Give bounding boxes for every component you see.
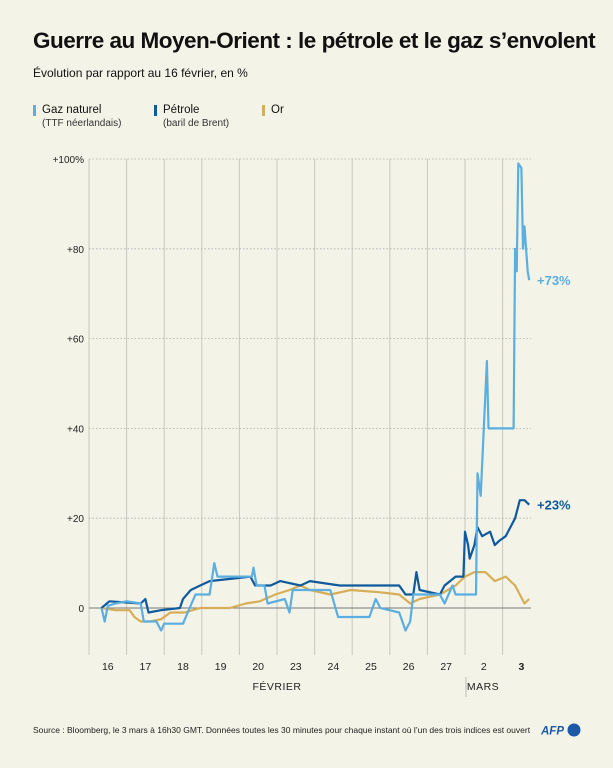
legend-detail: (TTF néerlandais) [42, 118, 122, 129]
x-tick-label: 23 [290, 661, 302, 673]
x-tick-label: 25 [365, 661, 377, 673]
x-tick-label: 3 [518, 661, 524, 673]
svg-text:AFP: AFP [541, 726, 564, 738]
y-tick-label: +40 [67, 424, 84, 435]
x-tick-label: 18 [177, 661, 189, 673]
x-tick-label: 27 [440, 661, 452, 673]
x-tick-label: 2 [481, 661, 487, 673]
x-tick-label: 17 [140, 661, 152, 673]
x-tick-label: 16 [102, 661, 114, 673]
end-value-label: +73% [537, 273, 571, 288]
x-tick-label: 24 [328, 661, 340, 673]
series-line-gas [100, 162, 531, 632]
end-value-label: +23% [537, 498, 571, 513]
y-tick-label: +100% [53, 155, 85, 166]
x-tick-label: 19 [215, 661, 227, 673]
legend-swatch-gold [262, 105, 265, 116]
legend-oil: Pétrole (baril de Brent) [154, 103, 229, 131]
series-line-gold [101, 570, 530, 623]
y-tick-label: +80 [67, 245, 84, 256]
afp-logo: AFP [541, 723, 581, 738]
y-tick-label: +20 [67, 514, 84, 525]
legend-detail: (baril de Brent) [163, 118, 230, 129]
chart-subtitle: Évolution par rapport au 16 février, en … [33, 66, 248, 80]
legend-swatch-oil [154, 105, 157, 116]
source-note: Source : Bloomberg, le 3 mars à 16h30 GM… [33, 725, 531, 735]
legend-gas: Gaz naturel (TTF néerlandais) [33, 103, 121, 131]
month-label: MARS [467, 681, 499, 693]
legend-swatch-gas [33, 105, 36, 116]
x-tick-label: 26 [403, 661, 415, 673]
y-tick-label: +60 [67, 335, 84, 346]
legend-label: Gaz naturel [42, 104, 102, 116]
legend-label: Or [271, 104, 284, 116]
month-label: FÉVRIER [252, 680, 301, 693]
y-tick-label: 0 [78, 604, 84, 615]
legend-label: Pétrole [163, 104, 200, 116]
x-tick-label: 20 [252, 661, 264, 673]
chart-title: Guerre au Moyen-Orient : le pétrole et l… [33, 28, 596, 53]
legend-gold: Or [262, 103, 284, 117]
